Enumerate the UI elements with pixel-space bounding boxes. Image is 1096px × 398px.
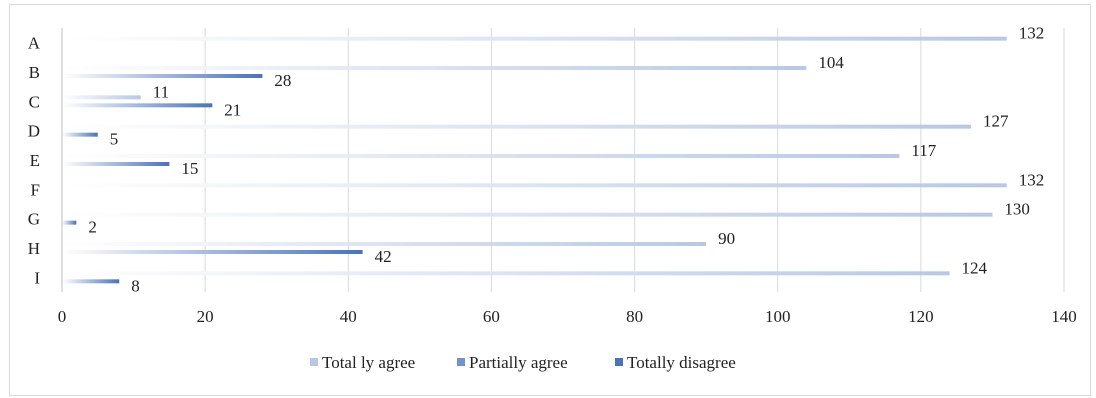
data-label-G-0: 130 [1004,200,1030,219]
x-tick-label: 40 [340,307,357,326]
legend-swatch-0 [310,358,318,366]
bar-H-total-ly-agree [62,242,707,246]
data-label-A-0: 132 [1019,24,1045,43]
category-label-A: A [28,34,41,53]
data-label-E-2: 15 [181,159,198,178]
category-label-I: I [34,268,40,287]
bar-G-total-ly-agree [62,212,993,217]
data-label-C-2: 21 [224,100,241,119]
bar-D-total-ly-agree [62,124,971,129]
data-label-I-0: 124 [961,258,987,277]
data-label-E-0: 117 [911,141,936,160]
bar-I-totally-disagree [62,279,120,284]
category-label-B: B [29,63,40,82]
x-tick-label: 100 [765,307,791,326]
data-label-C-0: 11 [153,82,169,101]
data-label-I-2: 8 [131,276,140,295]
legend-label-2: Totally disagree [627,353,736,372]
data-label-B-2: 28 [274,71,291,90]
data-label-B-0: 104 [818,53,844,72]
category-label-F: F [31,180,40,199]
x-tick-label: 80 [626,307,643,326]
bar-E-totally-disagree [62,162,170,166]
category-label-E: E [30,151,40,170]
bar-G-totally-disagree [62,220,77,225]
bar-E-total-ly-agree [62,154,900,158]
data-label-D-0: 127 [983,112,1009,131]
x-tick-label: 0 [58,307,67,326]
data-label-F-0: 132 [1019,170,1045,189]
data-label-H-2: 42 [375,247,392,266]
bar-F-total-ly-agree [62,183,1007,188]
data-label-G-2: 2 [88,218,97,237]
bar-B-total-ly-agree [62,66,807,70]
x-tick-label: 140 [1051,307,1077,326]
category-label-C: C [29,92,40,111]
bar-I-total-ly-agree [62,271,950,276]
data-label-H-0: 90 [718,229,735,248]
legend-swatch-2 [615,358,623,366]
bar-C-totally-disagree [62,103,213,108]
legend-label-1: Partially agree [469,353,568,372]
bar-A-total-ly-agree [62,36,1007,41]
bar-H-totally-disagree [62,250,363,254]
category-label-H: H [28,239,40,258]
x-tick-label: 60 [483,307,500,326]
bar-B-totally-disagree [62,74,263,78]
category-label-D: D [28,122,40,141]
bar-D-totally-disagree [62,132,98,137]
legend-label-0: Total ly agree [322,353,415,372]
category-label-G: G [28,210,40,229]
x-tick-label: 20 [197,307,214,326]
bar-C-total-ly-agree [62,95,141,100]
legend-swatch-1 [457,358,465,366]
data-label-D-2: 5 [110,130,119,149]
x-tick-label: 120 [908,307,934,326]
